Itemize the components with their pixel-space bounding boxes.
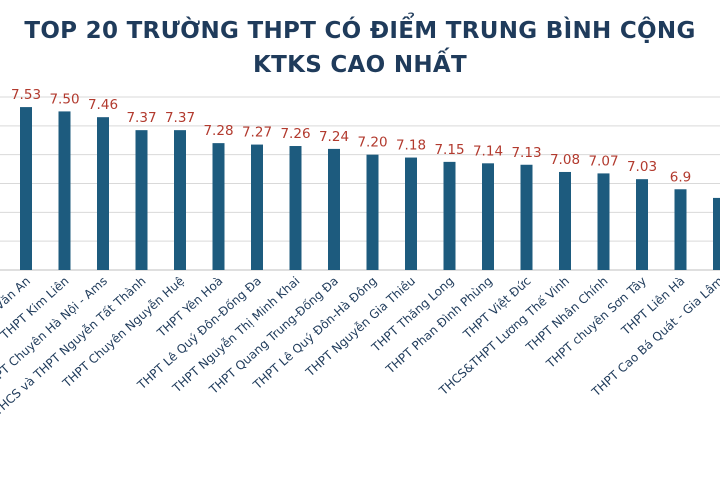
value-label-13: 7.13 xyxy=(511,145,541,161)
value-label-6: 7.27 xyxy=(242,125,272,141)
value-label-3: 7.37 xyxy=(126,110,156,126)
bar-7 xyxy=(289,146,302,270)
bar-3 xyxy=(135,130,148,270)
value-label-4: 7.37 xyxy=(165,110,195,126)
bar-10 xyxy=(405,157,417,270)
bar-5 xyxy=(212,143,225,270)
value-label-2: 7.46 xyxy=(88,97,118,113)
bar-1 xyxy=(58,111,71,271)
value-label-11: 7.15 xyxy=(434,142,464,158)
value-label-17: 6.9 xyxy=(670,169,691,185)
bar-11 xyxy=(443,161,456,270)
value-label-10: 7.18 xyxy=(396,138,426,154)
bar-4 xyxy=(174,130,186,270)
bar-0 xyxy=(20,107,32,270)
chart-title-line-1: TOP 20 TRƯỜNG THPT CÓ ĐIỂM TRUNG BÌNH CỘ… xyxy=(24,18,696,44)
value-label-8: 7.24 xyxy=(319,129,349,145)
value-label-16: 7.03 xyxy=(627,159,657,175)
bar-18 xyxy=(713,197,720,270)
value-label-12: 7.14 xyxy=(473,143,503,159)
value-label-7: 7.26 xyxy=(280,126,310,142)
value-label-9: 7.20 xyxy=(357,135,387,151)
category-label-13: THPT Việt Đức xyxy=(460,274,534,342)
chart-title-line-2: KTKS CAO NHẤT xyxy=(252,52,468,78)
category-label-18: THPT Cao Bá Quát - Gia Lâm xyxy=(588,274,720,400)
bar-15 xyxy=(597,173,610,270)
value-label-5: 7.28 xyxy=(203,123,233,139)
bar-13 xyxy=(520,164,533,270)
value-label-14: 7.08 xyxy=(550,152,580,168)
category-label-5: THPT Yên Hoà xyxy=(154,274,226,341)
bar-8 xyxy=(328,148,340,270)
value-label-1: 7.50 xyxy=(49,91,79,107)
value-label-0: 7.53 xyxy=(11,87,41,103)
bar-12 xyxy=(482,163,494,270)
bar-17 xyxy=(674,189,687,270)
bar-2 xyxy=(97,117,109,270)
value-label-15: 7.07 xyxy=(588,153,618,169)
bar-6 xyxy=(251,144,263,270)
chart-title: TOP 20 TRƯỜNG THPT CÓ ĐIỂM TRUNG BÌNH CỘ… xyxy=(0,14,720,82)
bar-14 xyxy=(559,171,571,270)
bar-16 xyxy=(636,179,648,270)
bar-9 xyxy=(366,154,379,270)
